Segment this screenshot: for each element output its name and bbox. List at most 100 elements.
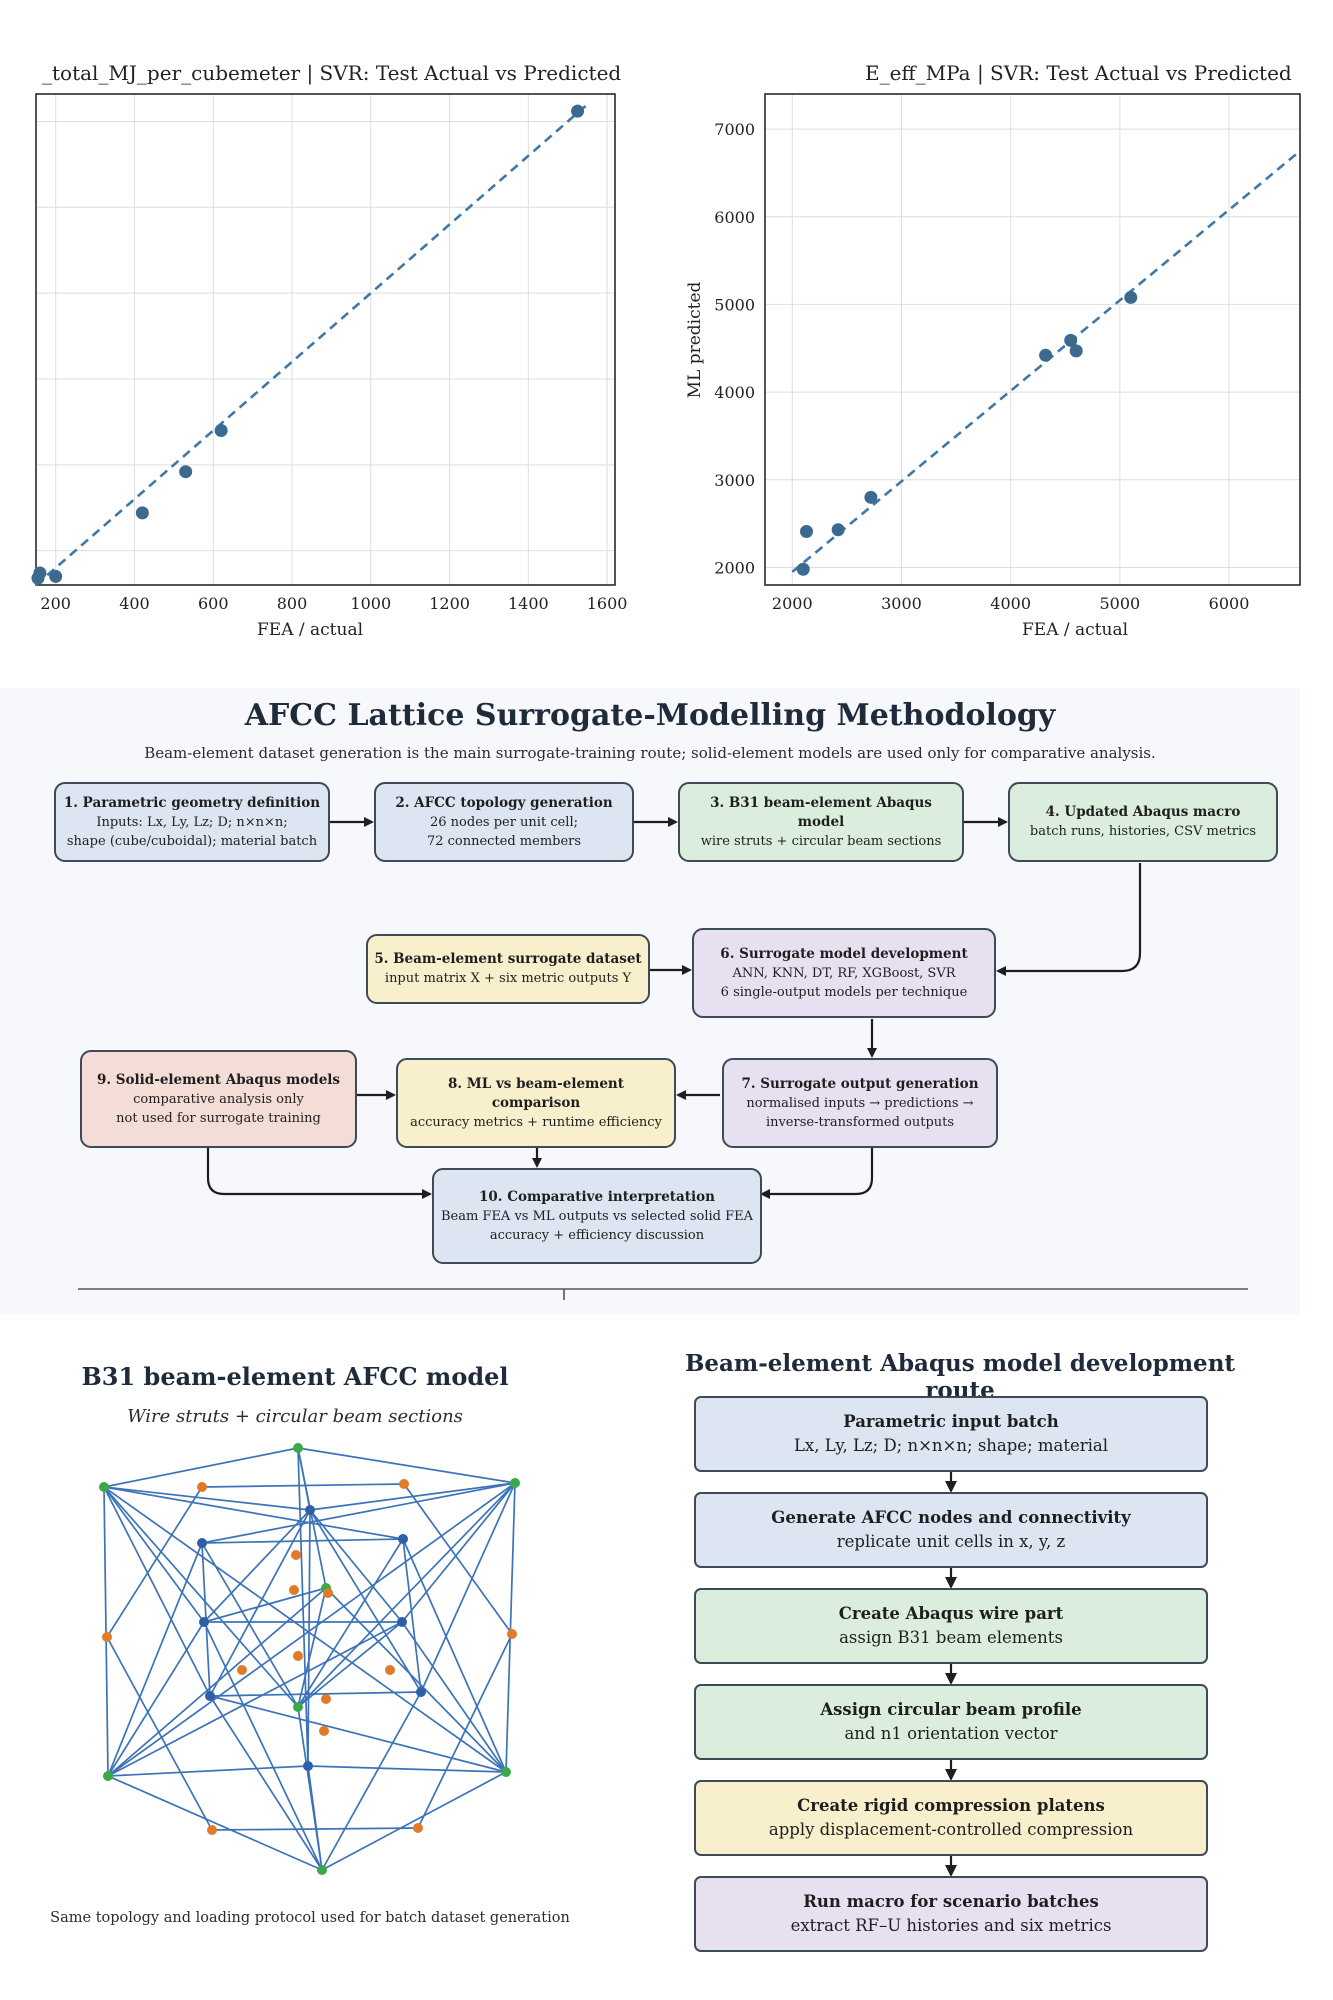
box-line: ANN, KNN, DT, RF, XGBoost, SVR (732, 965, 956, 981)
box-title: 9. Solid-element Abaqus models (96, 1071, 341, 1088)
box-line: wire struts + circular beam sections (700, 833, 942, 849)
box-line: accuracy + efficiency discussion (489, 1227, 705, 1243)
strut (420, 1482, 516, 1693)
scatter-chart-1: 200 400 600 800 1000 1200 1400 1600 _total_MJ_pe… (31, 61, 627, 640)
strut (209, 1695, 323, 1871)
box-beam-element-model: 3. B31 beam-element Abaqus model wire st… (678, 782, 964, 862)
strut (297, 1621, 403, 1708)
arrow-4-to-6 (996, 863, 1142, 976)
data-point (796, 562, 810, 576)
box-title: 8. ML vs beam-element comparison (448, 1075, 624, 1111)
box-line: batch runs, histories, CSV metrics (1029, 824, 1257, 839)
route-step-detail: assign B31 beam elements (839, 1628, 1063, 1647)
strut (103, 1486, 109, 1777)
strut (401, 1482, 516, 1623)
route-step-title: Assign circular beam profile (820, 1700, 1082, 1719)
strut (297, 1447, 516, 1484)
arrow-9-to-10 (206, 1148, 432, 1199)
x-tick-label: 1200 (429, 594, 470, 613)
strut (103, 1486, 211, 1697)
corner-node (510, 1478, 520, 1488)
box-line: inverse-transformed outputs (765, 1114, 955, 1130)
afcc-lattice-drawing (99, 1443, 520, 1875)
route-step-title: Create Abaqus wire part (838, 1604, 1064, 1623)
box-line: Beam FEA vs ML outputs vs selected solid… (440, 1208, 754, 1224)
x-tick-label: 200 (40, 594, 71, 613)
strut (309, 1509, 403, 1623)
methodology-title: AFCC Lattice Surrogate-Modelling Methodo… (244, 698, 1056, 733)
data-point (135, 506, 149, 520)
strut (201, 1482, 516, 1544)
x-tick-label: 2000 (772, 594, 813, 613)
box-ml-vs-beam: 8. ML vs beam-element comparison accurac… (396, 1058, 676, 1148)
face-node (303, 1761, 313, 1771)
strut (106, 1486, 203, 1638)
face-node (305, 1505, 315, 1515)
box-line: Inputs: Lx, Ly, Lz; D; n×n×n; (96, 814, 288, 830)
grid (36, 94, 615, 585)
methodology-connectors (78, 817, 1248, 1300)
strut (297, 1447, 309, 1767)
edge-node (293, 1651, 303, 1661)
strut (209, 1695, 507, 1773)
scatter-plots: 200 400 600 800 1000 1200 1400 1600 _total_MJ_pe… (31, 61, 1301, 640)
edge-node (102, 1632, 112, 1642)
strut (107, 1621, 205, 1777)
strut (403, 1483, 513, 1635)
strut (417, 1633, 513, 1829)
box-comparative-interpretation: 10. Comparative interpretation Beam FEA … (432, 1168, 762, 1264)
strut (107, 1621, 403, 1777)
box-line: comparative analysis only (133, 1091, 304, 1107)
y-tick-label: 6000 (714, 208, 755, 227)
route-step-6: Run macro for scenario batches extract RF… (694, 1876, 1208, 1952)
face-node (205, 1691, 215, 1701)
lattice-caption: Same topology and loading protocol used … (50, 1910, 570, 1926)
y-tick-label: 7000 (714, 120, 755, 139)
strut (103, 1486, 205, 1623)
box-title: 4. Updated Abaqus macro (1045, 804, 1241, 820)
data-point (799, 525, 813, 539)
box-line: shape (cube/cuboidal); material batch (66, 833, 318, 849)
x-tick-label: 1000 (350, 594, 391, 613)
route-step-title: Parametric input batch (843, 1412, 1059, 1431)
box-line: normalised inputs → predictions → (746, 1095, 974, 1111)
route-step-detail: and n1 orientation vector (844, 1724, 1058, 1743)
face-node (199, 1617, 209, 1627)
route-step-detail: Lx, Ly, Lz; D; n×n×n; shape; material (793, 1436, 1109, 1455)
scatter-chart-2: 2000 3000 4000 5000 6000 2000 3000 4000 5000 6000… (685, 61, 1301, 640)
route-step-detail: apply displacement-controlled compressio… (768, 1820, 1134, 1839)
box-title: 5. Beam-element surrogate dataset (374, 951, 642, 967)
strut (201, 1542, 299, 1708)
data-point (1064, 333, 1078, 347)
edge-node (207, 1825, 217, 1835)
strut (307, 1765, 507, 1773)
box-solid-element-models: 9. Solid-element Abaqus models comparati… (80, 1050, 357, 1148)
route-step-detail: extract RF–U histories and six metrics (790, 1916, 1112, 1935)
plot-frame (764, 93, 1301, 586)
data-point (33, 566, 47, 580)
data-point (1039, 348, 1053, 362)
box-line: accuracy metrics + runtime efficiency (410, 1114, 662, 1130)
box-title: 7. Surrogate output generation (741, 1075, 979, 1092)
corner-node (317, 1865, 327, 1875)
edge-node (291, 1550, 301, 1560)
box-surrogate-output: 7. Surrogate output generation normalise… (722, 1058, 998, 1148)
x-tick-label: 4000 (990, 594, 1031, 613)
data-point (571, 104, 585, 118)
face-node (398, 1534, 408, 1544)
corner-node (293, 1443, 303, 1453)
route-step-title: Create rigid compression platens (797, 1796, 1105, 1815)
strut (321, 1771, 507, 1871)
data-point (179, 465, 193, 479)
arrow-7-to-10 (760, 1148, 874, 1199)
chart-title: E_eff_MPa | SVR: Test Actual vs Predicte… (865, 61, 1292, 86)
box-title: 1. Parametric geometry definition (63, 794, 321, 811)
route-step-detail: replicate unit cells in x, y, z (836, 1532, 1066, 1551)
strut (297, 1482, 516, 1708)
edge-node (385, 1665, 395, 1675)
reference-line (791, 149, 1301, 573)
corner-node (501, 1767, 511, 1777)
box-line: not used for surrogate training (116, 1110, 321, 1126)
reference-line (35, 103, 589, 586)
data-point (864, 490, 878, 504)
